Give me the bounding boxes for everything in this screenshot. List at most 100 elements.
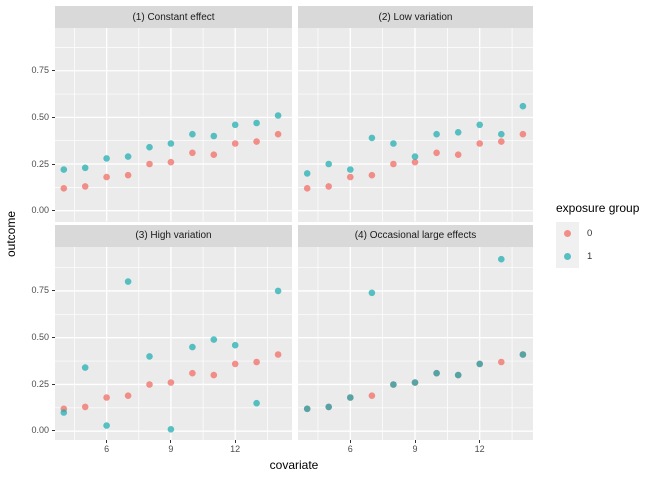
- facet-panel-3: [55, 246, 292, 440]
- data-point-group0: [519, 130, 527, 138]
- data-point-group1: [390, 140, 397, 147]
- data-point-group1: [411, 378, 419, 386]
- data-point-group0: [60, 185, 68, 192]
- data-point-group0: [103, 393, 110, 401]
- data-point-group0: [103, 173, 110, 181]
- y-tick-label: 0.25: [31, 158, 49, 169]
- x-axis-title: covariate: [269, 458, 319, 472]
- data-point-group1: [231, 121, 239, 129]
- data-point-group0: [124, 171, 132, 179]
- data-point-group0: [189, 149, 196, 157]
- data-point-group0: [81, 183, 89, 190]
- data-point-group0: [253, 138, 260, 145]
- data-point-group1: [146, 143, 153, 151]
- data-point-group1: [253, 399, 260, 406]
- x-tick-mark: [479, 439, 481, 443]
- data-point-group0: [390, 160, 397, 168]
- x-tick-label: 6: [347, 444, 353, 454]
- facet-strip-4: (4) Occasional large effects: [298, 224, 533, 247]
- y-tick-label: 0.75: [31, 284, 49, 295]
- data-point-group1: [303, 170, 311, 177]
- data-point-group0: [368, 391, 376, 399]
- legend-entry-group1: 1: [548, 245, 639, 268]
- y-tick-label: 0.75: [31, 65, 49, 76]
- x-tick-mark: [170, 439, 172, 443]
- data-point-group0: [498, 358, 505, 365]
- data-point-group1: [454, 371, 462, 378]
- data-point-group1: [347, 393, 354, 401]
- data-point-group0: [253, 358, 260, 365]
- legend-key-box-1: [556, 245, 579, 268]
- data-point-group0: [210, 151, 218, 158]
- legend-key-box-0: [556, 222, 579, 245]
- facet-strip-4-title: (4) Occasional large effects: [354, 230, 477, 241]
- data-point-group1: [210, 132, 218, 140]
- data-point-group0: [167, 158, 175, 166]
- data-point-group1: [274, 287, 282, 294]
- y-tick-mark: [51, 116, 55, 118]
- data-point-group0: [498, 138, 505, 145]
- data-point-group1: [210, 335, 218, 343]
- data-point-group0: [325, 183, 332, 190]
- facet-strip-3-title: (3) High variation: [135, 230, 212, 241]
- x-tick-label: 9: [412, 444, 418, 454]
- data-point-group1: [390, 380, 397, 388]
- y-tick-mark: [51, 430, 55, 432]
- data-point-group0: [433, 149, 440, 157]
- data-point-group1: [167, 140, 175, 147]
- y-tick-mark: [51, 70, 55, 72]
- data-point-group0: [274, 130, 282, 138]
- x-tick-mark: [234, 439, 236, 443]
- data-point-group1: [124, 153, 132, 160]
- data-point-group1: [476, 121, 483, 129]
- data-point-group1: [433, 369, 440, 376]
- data-point-group0: [231, 140, 239, 147]
- data-point-group1: [519, 350, 527, 358]
- y-tick-mark: [51, 210, 55, 212]
- data-point-group0: [411, 158, 419, 166]
- data-point-group0: [167, 378, 175, 386]
- data-point-group1: [368, 289, 376, 296]
- data-point-group0: [146, 160, 153, 168]
- legend-label-0: 0: [587, 228, 593, 239]
- x-tick-label: 9: [168, 444, 174, 454]
- data-point-group0: [454, 151, 462, 158]
- data-point-group0: [231, 360, 239, 367]
- data-point-group1: [303, 405, 311, 412]
- data-point-group1: [253, 119, 260, 127]
- y-axis-title: outcome: [4, 210, 18, 258]
- x-tick-label: 12: [474, 444, 485, 454]
- data-point-group1: [103, 421, 110, 429]
- data-point-group1: [189, 130, 196, 138]
- data-point-group1: [433, 130, 440, 138]
- data-point-group0: [347, 173, 354, 181]
- x-tick-label: 12: [230, 444, 241, 454]
- data-point-group1: [519, 102, 527, 110]
- y-tick-label: 0.50: [31, 111, 49, 122]
- data-point-group1: [146, 352, 153, 360]
- facet-strip-2: (2) Low variation: [298, 6, 533, 28]
- data-point-group1: [274, 112, 282, 119]
- y-tick-label: 0.00: [31, 205, 49, 216]
- data-point-group1: [167, 425, 175, 433]
- legend: exposure group 0 1: [548, 201, 639, 268]
- facet-strip-1: (1) Constant effect: [55, 6, 292, 28]
- x-tick-label: 6: [104, 444, 110, 454]
- data-point-group1: [103, 155, 110, 162]
- data-point-group1: [325, 160, 332, 168]
- data-point-group0: [124, 391, 132, 399]
- group0-point-icon: [564, 230, 571, 237]
- data-point-group1: [231, 341, 239, 348]
- x-tick-mark: [106, 439, 108, 443]
- facet-panel-1: [55, 28, 292, 222]
- data-point-group1: [498, 130, 505, 138]
- data-point-group0: [274, 350, 282, 358]
- facet-panel-2: [298, 28, 533, 222]
- y-tick-label: 0.50: [31, 331, 49, 342]
- data-point-group1: [498, 255, 505, 262]
- facet-strip-2-title: (2) Low variation: [378, 11, 453, 23]
- data-point-group0: [146, 380, 153, 388]
- data-point-group0: [368, 171, 376, 179]
- data-point-group1: [60, 166, 68, 173]
